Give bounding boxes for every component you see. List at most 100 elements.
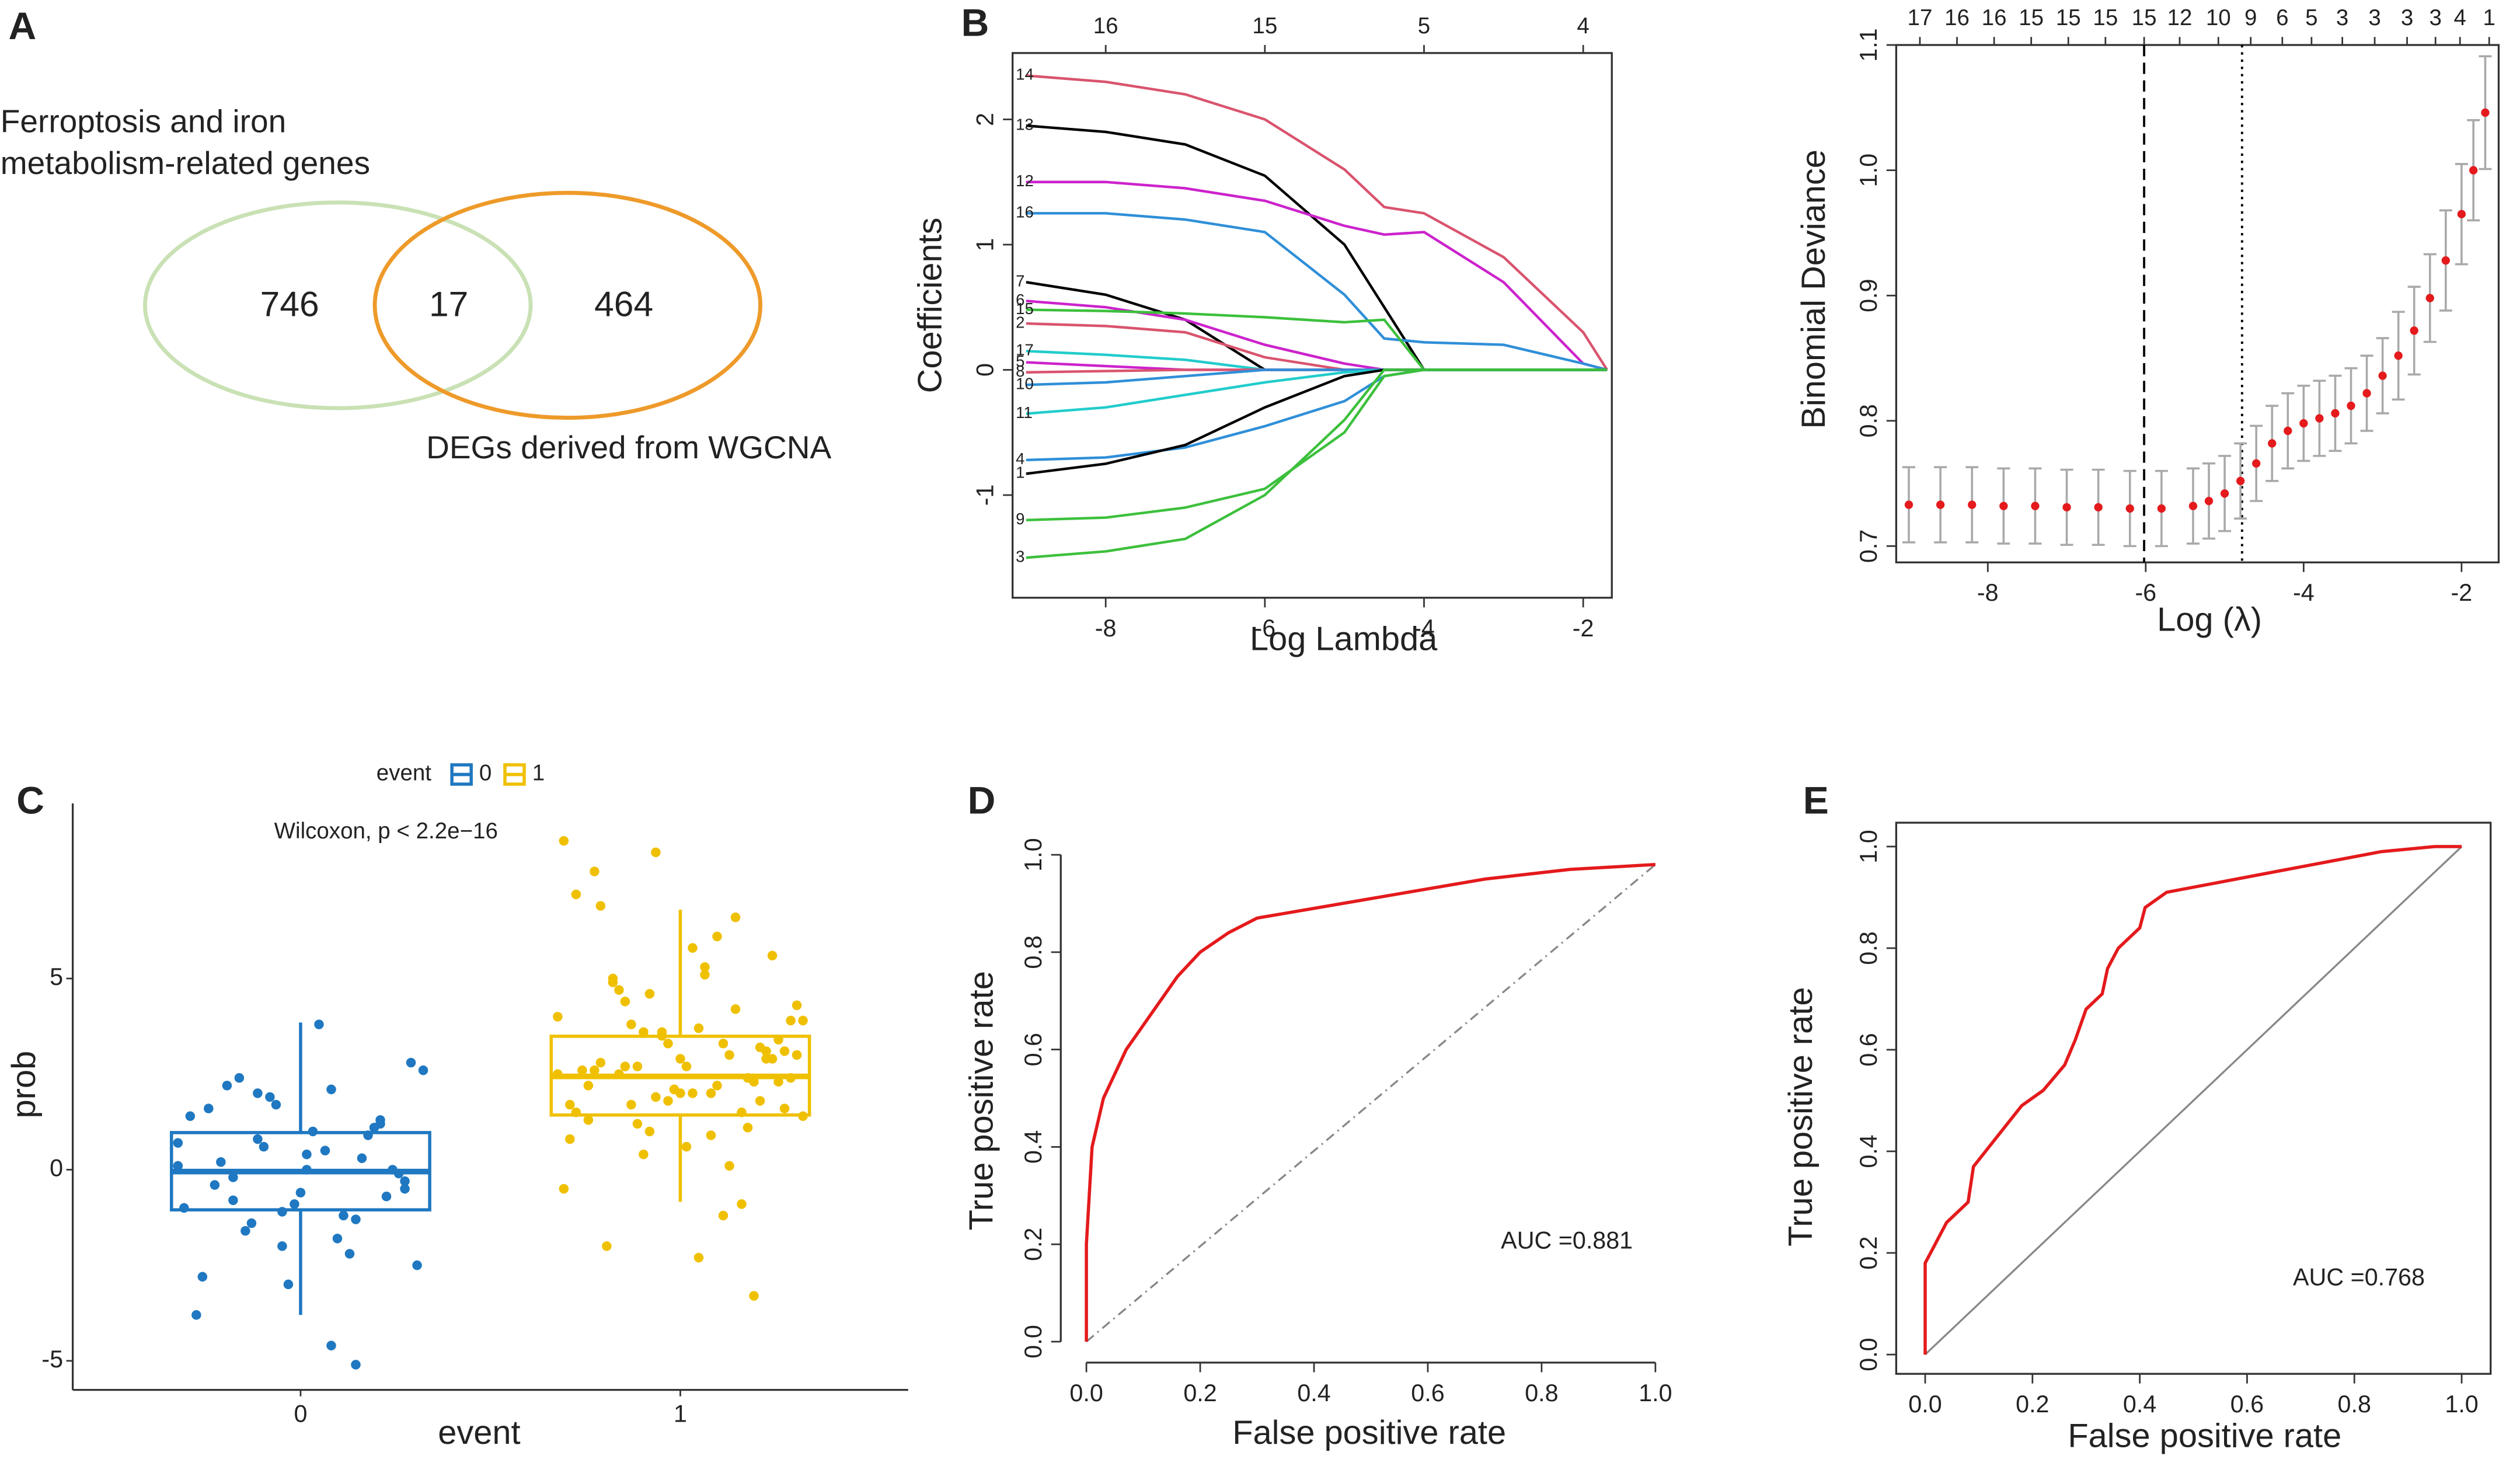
reference-line — [1924, 845, 2463, 1356]
x-tick-label: -4 — [2293, 579, 2315, 606]
jitter-point — [241, 1225, 250, 1236]
roc-curve — [1085, 863, 1656, 1342]
jitter-point — [688, 943, 698, 953]
jitter-point — [620, 997, 630, 1007]
deviance-point — [2157, 504, 2166, 513]
jitter-point — [663, 1096, 673, 1106]
y-axis-label: True positive rate — [963, 971, 1000, 1230]
y-tick-label: 0.4 — [1855, 1134, 1882, 1168]
y-tick-label: 1.0 — [1855, 830, 1882, 863]
path-label: 15 — [1016, 300, 1034, 318]
jitter-point — [792, 1000, 802, 1011]
y-axis-label: Binomial Deviance — [1795, 149, 1832, 429]
top-tick-label: 3 — [2368, 5, 2380, 30]
path-label: 5 — [1016, 352, 1024, 370]
jitter-point — [602, 1241, 612, 1251]
y-tick-label: 0.9 — [1855, 279, 1882, 312]
x-axis-label: False positive rate — [2068, 1417, 2341, 1454]
jitter-point — [786, 1015, 796, 1026]
top-tick-label: 10 — [2206, 5, 2231, 30]
y-tick-label: 0 — [50, 1154, 63, 1181]
panel-label: B — [961, 1, 989, 44]
panel-label: C — [16, 779, 44, 822]
y-tick-label: -5 — [41, 1346, 63, 1373]
count-label: 464 — [594, 284, 653, 324]
jitter-point — [767, 1054, 778, 1064]
top-tick-label: 4 — [2453, 5, 2466, 30]
top-tick-label: 17 — [1908, 5, 1933, 30]
deviance-point — [2481, 108, 2490, 117]
path-label: 4 — [1016, 450, 1024, 468]
jitter-point — [277, 1241, 287, 1251]
deviance-point — [2188, 502, 2198, 510]
path-label: 2 — [1016, 313, 1024, 331]
top-tick-label: 16 — [1944, 5, 1970, 30]
plot-frame — [1012, 52, 1613, 599]
set-label: DEGs derived from WGCNA — [426, 429, 831, 465]
path-label: 7 — [1016, 272, 1024, 290]
jitter-point — [553, 1012, 563, 1022]
coefficient-path — [1026, 368, 1608, 559]
path-label: 3 — [1016, 547, 1024, 565]
jitter-point — [632, 1119, 643, 1129]
x-tick-label: 1.0 — [1639, 1380, 1672, 1406]
x-tick-label: 1.0 — [2445, 1391, 2478, 1418]
panel-label: A — [9, 4, 37, 47]
deviance-point — [2425, 294, 2434, 302]
jitter-point — [675, 1088, 685, 1098]
deviance-point — [2457, 210, 2466, 218]
deviance-point — [2204, 496, 2214, 506]
jitter-point — [718, 1210, 729, 1221]
top-tick-label: 5 — [1418, 13, 1430, 39]
plot-frame — [1895, 44, 2500, 563]
x-tick-label: 0.6 — [1411, 1380, 1444, 1406]
jitter-point — [626, 1019, 636, 1029]
jitter-point — [693, 1252, 704, 1263]
deviance-point — [2347, 401, 2355, 410]
y-tick-label: 0.8 — [1855, 931, 1882, 964]
y-tick-label: 1.0 — [1020, 838, 1047, 871]
jitter-point — [320, 1145, 330, 1155]
jitter-point — [675, 1054, 685, 1064]
jitter-point — [191, 1310, 201, 1320]
jitter-point — [792, 1050, 802, 1060]
jitter-point — [651, 1092, 661, 1102]
jitter-point — [197, 1272, 208, 1282]
jitter-point — [779, 1046, 790, 1056]
jitter-point — [644, 988, 655, 999]
path-label: 6 — [1016, 291, 1024, 309]
deviance-point — [2062, 503, 2071, 512]
y-tick-label: 1.1 — [1855, 28, 1882, 61]
jitter-point — [626, 1099, 636, 1110]
x-tick-label: -8 — [1095, 615, 1117, 642]
x-axis-label: False positive rate — [1232, 1414, 1506, 1451]
deviance-point — [2362, 389, 2371, 398]
legend-label: 0 — [479, 761, 492, 786]
roc-curve — [1923, 845, 2462, 1355]
jitter-point — [339, 1210, 348, 1221]
top-tick-label: 15 — [2019, 5, 2044, 30]
deviance-point — [1968, 500, 1977, 509]
jitter-point — [798, 1015, 808, 1026]
path-label: 14 — [1016, 65, 1034, 83]
y-tick-label: 0 — [972, 363, 999, 377]
y-tick-label: 0.8 — [1855, 404, 1882, 437]
x-tick-label: -2 — [2451, 579, 2473, 606]
jitter-point — [639, 1027, 649, 1037]
jitter-point — [767, 950, 778, 960]
x-tick-label: -6 — [2135, 579, 2156, 606]
top-tick-label: 15 — [2132, 5, 2157, 30]
top-tick-label: 12 — [2167, 5, 2193, 30]
jitter-point — [761, 1046, 771, 1056]
jitter-point — [651, 847, 661, 858]
jitter-point — [571, 889, 581, 900]
jitter-point — [302, 1150, 312, 1159]
deviance-point — [2268, 439, 2277, 448]
x-tick-label: 1 — [674, 1401, 687, 1427]
jitter-point — [351, 1360, 361, 1370]
jitter-point — [706, 1088, 716, 1098]
top-tick-label: 15 — [2056, 5, 2081, 30]
panel-label: E — [1803, 779, 1829, 822]
jitter-point — [412, 1260, 422, 1270]
